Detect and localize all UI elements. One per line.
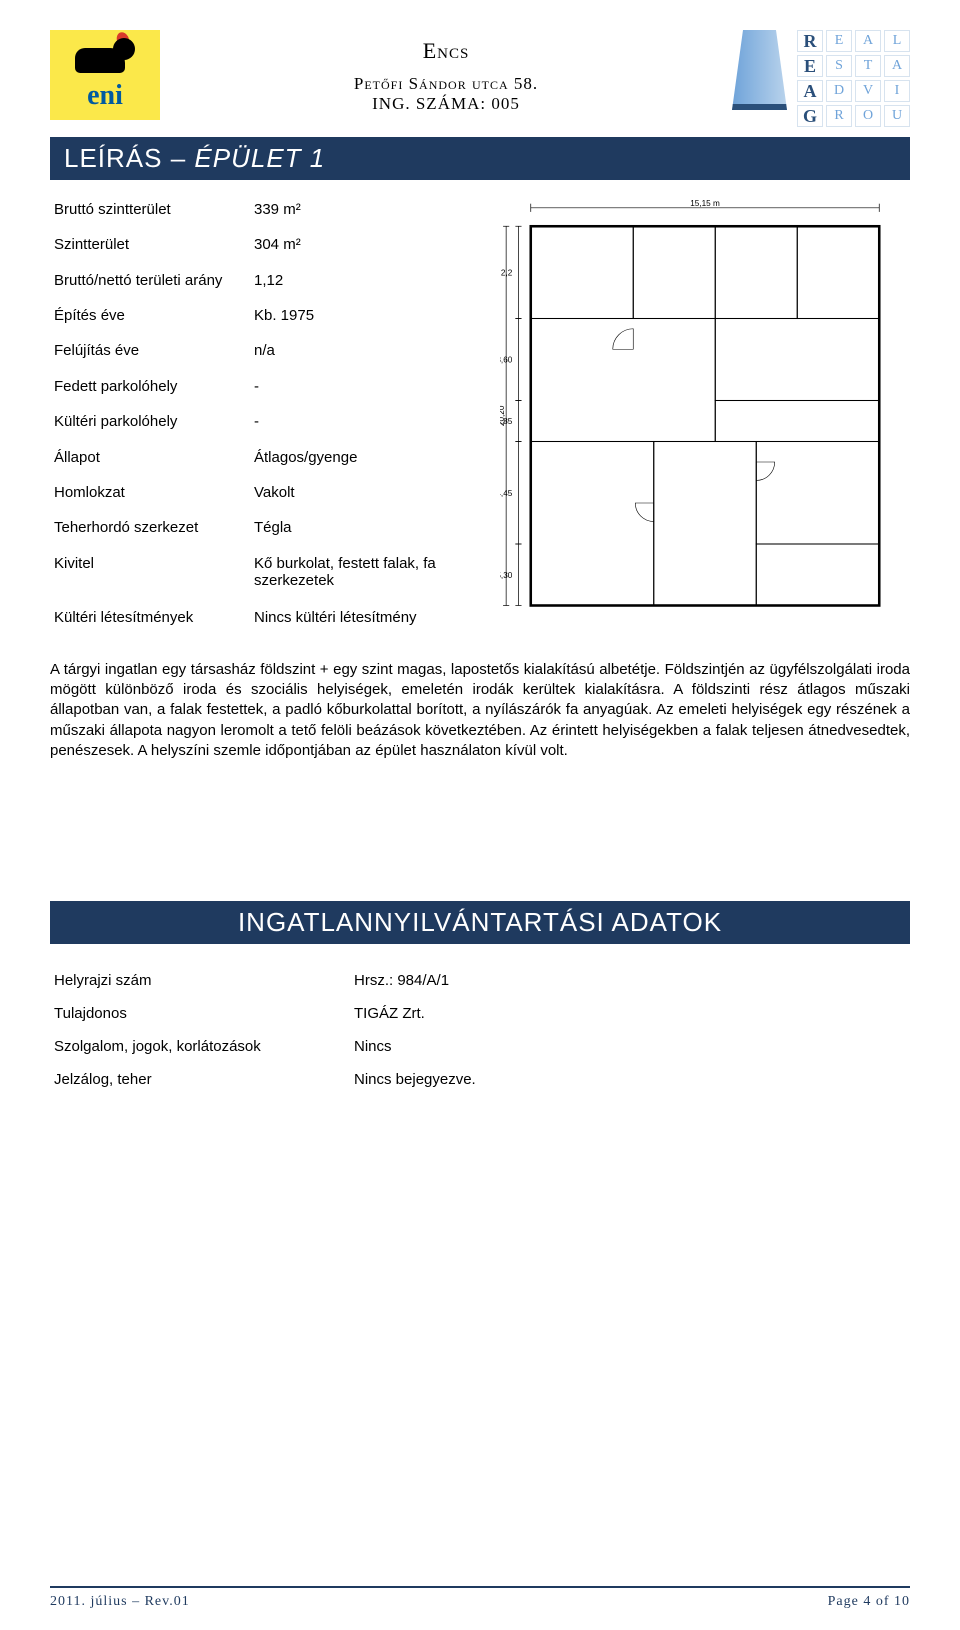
header-ing-number: ING. SZÁMA: 005 xyxy=(354,94,538,114)
header-center: Encs Petőfi Sándor utca 58. ING. SZÁMA: … xyxy=(354,30,538,114)
eni-logo: eni xyxy=(50,30,160,120)
reag-letter: V xyxy=(855,80,881,102)
registry-row: Jelzálog, teherNincs bejegyezve. xyxy=(50,1063,910,1096)
spec-value: Nincs kültéri létesítmény xyxy=(250,602,480,637)
svg-text:20,20: 20,20 xyxy=(500,405,506,426)
reag-letter: E xyxy=(826,30,852,52)
spec-label: Kültéri parkolóhely xyxy=(50,406,250,441)
spec-value: Kb. 1975 xyxy=(250,300,480,335)
registry-value: TIGÁZ Zrt. xyxy=(350,997,910,1030)
footer-right: Page 4 of 10 xyxy=(828,1594,910,1610)
spec-label: Állapot xyxy=(50,442,250,477)
section1-band: LEÍRÁS – ÉPÜLET 1 xyxy=(50,137,910,180)
registry-value: Nincs xyxy=(350,1030,910,1063)
section1-title-em: ÉPÜLET 1 xyxy=(194,143,325,173)
header-address: Petőfi Sándor utca 58. xyxy=(354,74,538,94)
spec-row: KivitelKő burkolat, festett falak, fa sz… xyxy=(50,548,480,603)
spec-label: Homlokzat xyxy=(50,477,250,512)
spec-row: Kültéri létesítményekNincs kültéri létes… xyxy=(50,602,480,637)
document-header: eni Encs Petőfi Sándor utca 58. ING. SZÁ… xyxy=(50,30,910,127)
registry-row: TulajdonosTIGÁZ Zrt. xyxy=(50,997,910,1030)
spec-row: Építés éveKb. 1975 xyxy=(50,300,480,335)
spec-label: Teherhordó szerkezet xyxy=(50,512,250,547)
page-footer: 2011. július – Rev.01 Page 4 of 10 xyxy=(50,1586,910,1610)
spec-value: Tégla xyxy=(250,512,480,547)
spec-row: Teherhordó szerkezetTégla xyxy=(50,512,480,547)
spec-label: Bruttó szintterület xyxy=(50,194,250,229)
svg-text:2,2: 2,2 xyxy=(501,268,513,277)
spec-value: n/a xyxy=(250,335,480,370)
reag-letter: D xyxy=(826,80,852,102)
registry-label: Jelzálog, teher xyxy=(50,1063,350,1096)
registry-table: Helyrajzi számHrsz.: 984/A/1TulajdonosTI… xyxy=(50,964,910,1096)
spec-label: Felújítás éve xyxy=(50,335,250,370)
section2-band: INGATLANNYILVÁNTARTÁSI ADATOK xyxy=(50,901,910,944)
reag-letter: S xyxy=(826,55,852,77)
spec-value: - xyxy=(250,371,480,406)
reag-letter-big: R xyxy=(797,30,823,52)
spec-row: ÁllapotÁtlagos/gyenge xyxy=(50,442,480,477)
spec-value: Átlagos/gyenge xyxy=(250,442,480,477)
reag-letter: R xyxy=(826,105,852,127)
registry-label: Szolgalom, jogok, korlátozások xyxy=(50,1030,350,1063)
reag-letter: A xyxy=(884,55,910,77)
spec-value: 339 m² xyxy=(250,194,480,229)
spec-row: Bruttó/nettó területi arány1,12 xyxy=(50,265,480,300)
spec-table: Bruttó szintterület339 m²Szintterület304… xyxy=(50,194,480,638)
registry-value: Hrsz.: 984/A/1 xyxy=(350,964,910,997)
reag-letter: O xyxy=(855,105,881,127)
spec-row: Kültéri parkolóhely- xyxy=(50,406,480,441)
spec-label: Kültéri létesítmények xyxy=(50,602,250,637)
registry-label: Tulajdonos xyxy=(50,997,350,1030)
reag-logo: REALESTAADVIGROU xyxy=(732,30,910,127)
spec-label: Bruttó/nettó területi arány xyxy=(50,265,250,300)
section1-title-prefix: LEÍRÁS – xyxy=(64,143,194,173)
reag-letter-big: E xyxy=(797,55,823,77)
spec-row: Szintterület304 m² xyxy=(50,229,480,264)
floorplan-figure: 15,15 m2,23,601,854,455,3020,20 xyxy=(500,194,910,638)
description-paragraph: A tárgyi ingatlan egy társasház földszin… xyxy=(50,660,910,761)
spec-label: Kivitel xyxy=(50,548,250,603)
spec-value: Kő burkolat, festett falak, fa szerkezet… xyxy=(250,548,480,603)
spec-value: - xyxy=(250,406,480,441)
footer-left: 2011. július – Rev.01 xyxy=(50,1594,190,1610)
tower-icon xyxy=(732,30,787,110)
reag-letter-big: A xyxy=(797,80,823,102)
spec-value: 1,12 xyxy=(250,265,480,300)
header-city: Encs xyxy=(354,38,538,64)
eni-logo-text: eni xyxy=(87,80,123,112)
registry-value: Nincs bejegyezve. xyxy=(350,1063,910,1096)
registry-row: Helyrajzi számHrsz.: 984/A/1 xyxy=(50,964,910,997)
registry-row: Szolgalom, jogok, korlátozásokNincs xyxy=(50,1030,910,1063)
reag-letter: U xyxy=(884,105,910,127)
spec-row: Felújítás éven/a xyxy=(50,335,480,370)
reag-letter: T xyxy=(855,55,881,77)
spec-row: HomlokzatVakolt xyxy=(50,477,480,512)
spec-label: Fedett parkolóhely xyxy=(50,371,250,406)
spec-row: Bruttó szintterület339 m² xyxy=(50,194,480,229)
registry-label: Helyrajzi szám xyxy=(50,964,350,997)
spec-row: Fedett parkolóhely- xyxy=(50,371,480,406)
reag-letter: A xyxy=(855,30,881,52)
reag-letter-big: G xyxy=(797,105,823,127)
spec-value: Vakolt xyxy=(250,477,480,512)
spec-value: 304 m² xyxy=(250,229,480,264)
reag-letter: L xyxy=(884,30,910,52)
spec-label: Szintterület xyxy=(50,229,250,264)
reag-letter: I xyxy=(884,80,910,102)
svg-text:15,15 m: 15,15 m xyxy=(690,199,720,208)
spec-label: Építés éve xyxy=(50,300,250,335)
